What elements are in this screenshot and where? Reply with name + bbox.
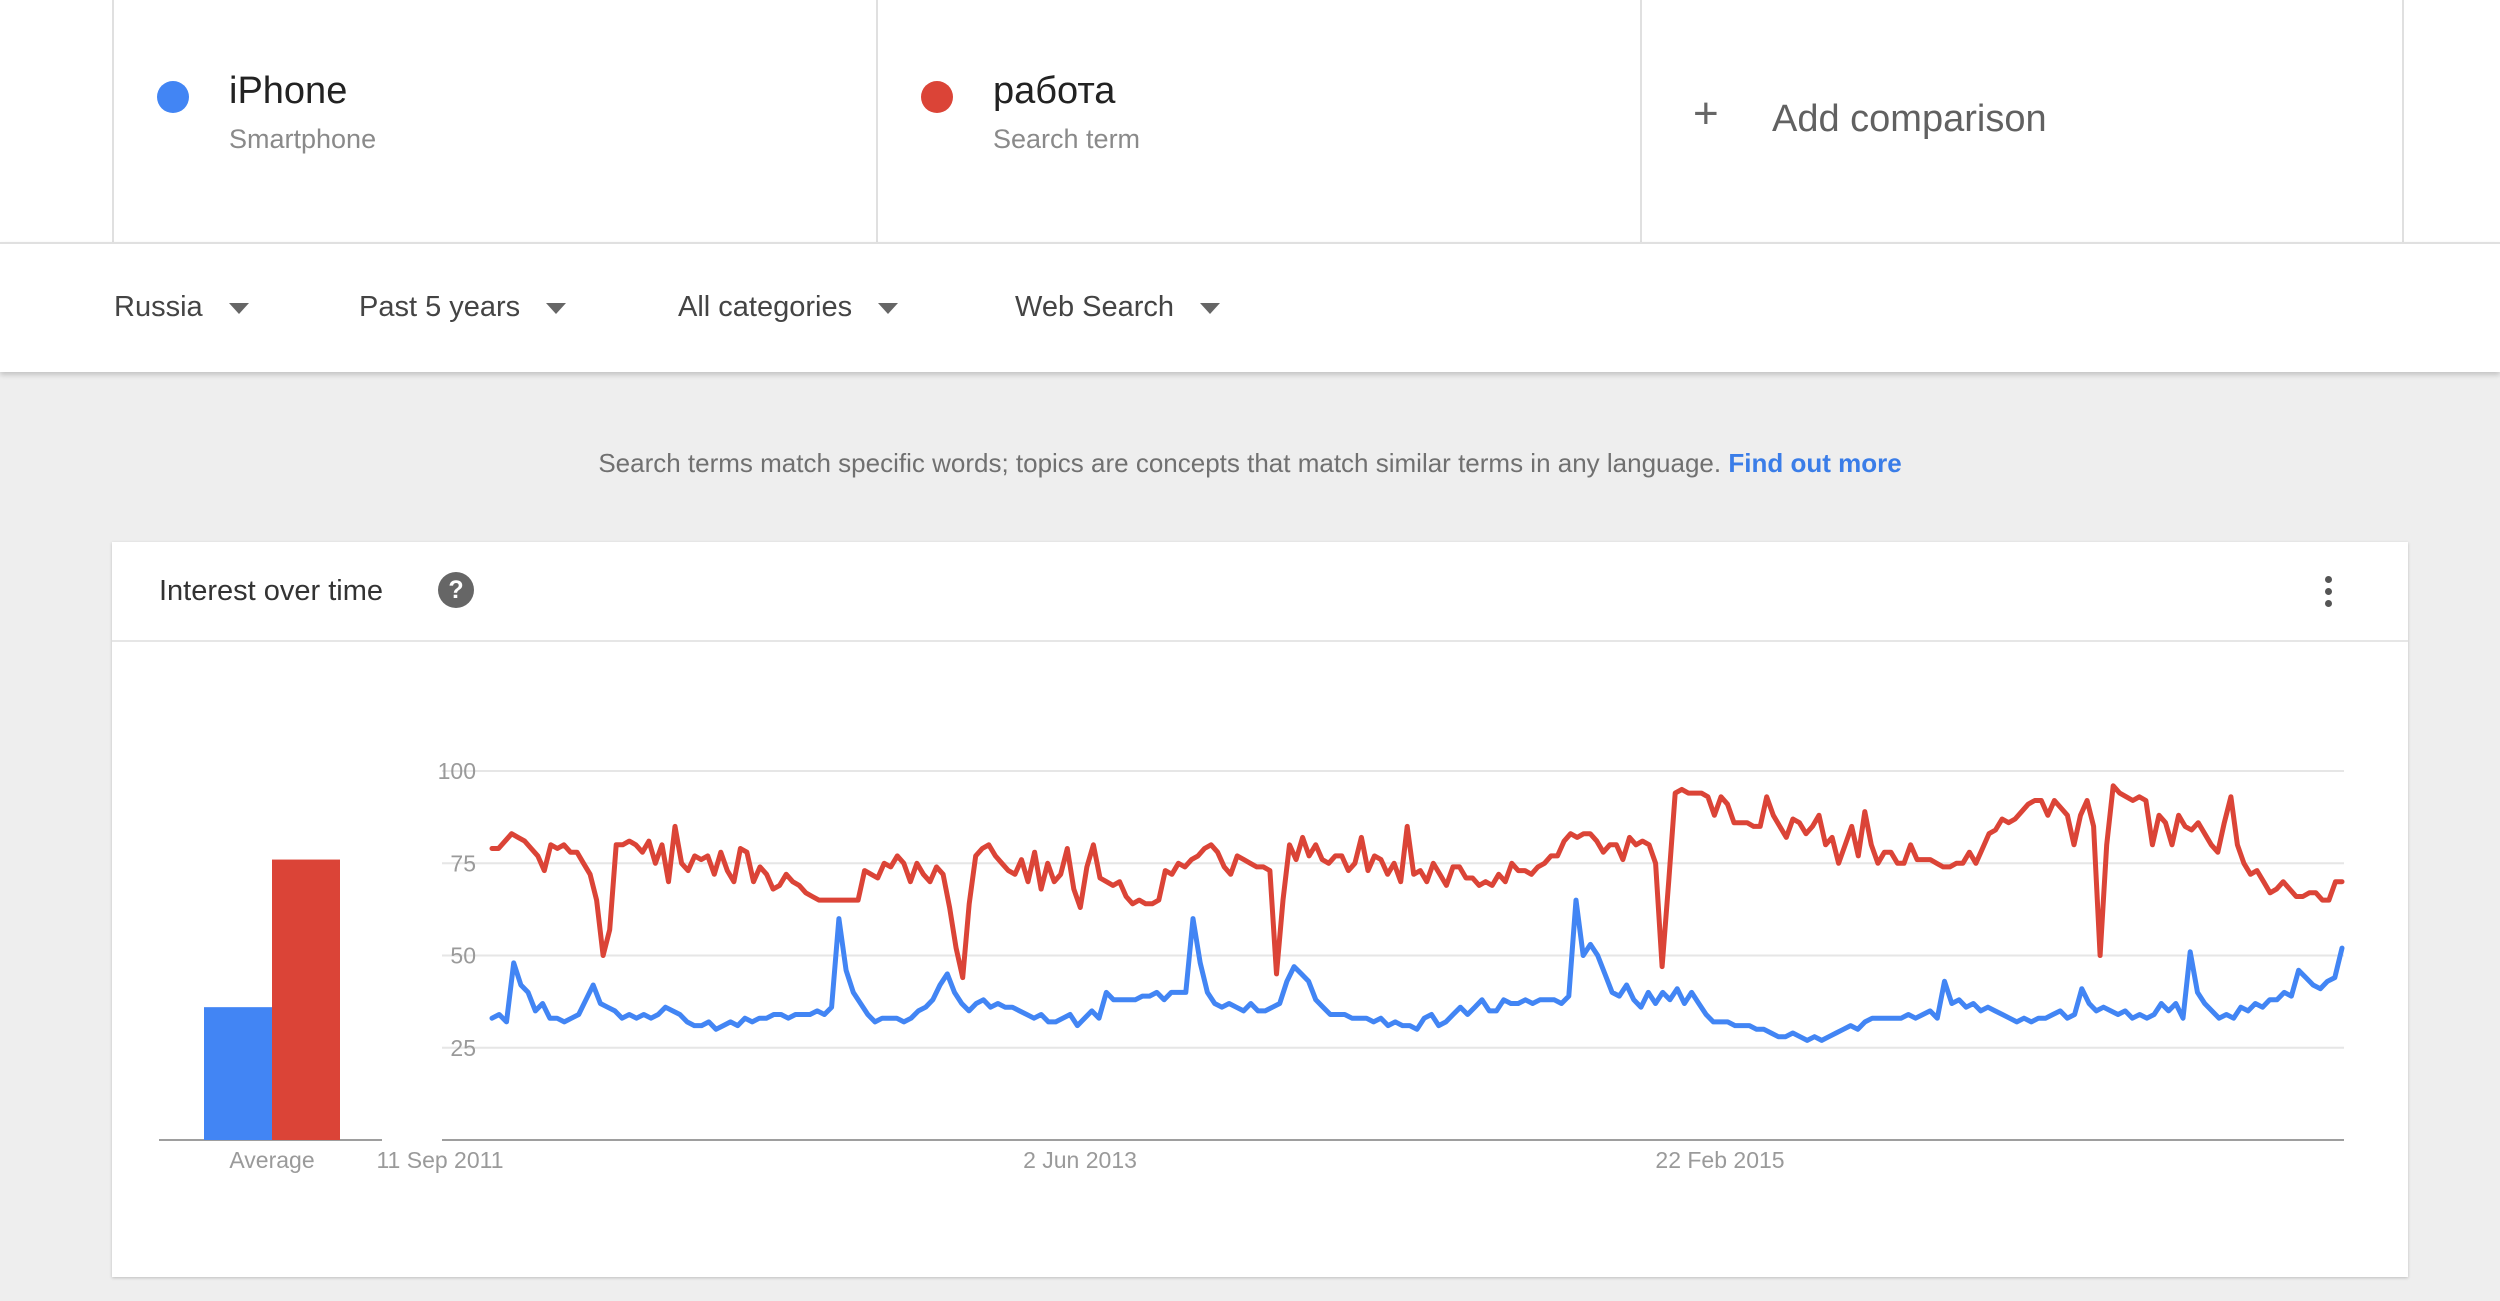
add-comparison-button[interactable]: + Add comparison: [1640, 0, 2404, 242]
notice-text: Search terms match specific words; topic…: [598, 448, 1722, 478]
dropdown-caret-icon: [228, 303, 249, 314]
average-label: Average: [229, 1147, 314, 1173]
add-comparison-label: Add comparison: [1772, 98, 2047, 140]
average-bar-iphone: [204, 1007, 272, 1140]
region-value: Russia: [114, 291, 203, 323]
more-vert-icon[interactable]: [2322, 576, 2334, 610]
interest-over-time-card: Interest over time ? 100 75 50 25 11 Sep 201…: [112, 542, 2408, 1277]
card-title: Interest over time: [159, 575, 384, 607]
dropdown-caret-icon: [878, 303, 899, 314]
term-type: Smartphone: [229, 124, 377, 154]
term-name[interactable]: iPhone: [229, 70, 348, 112]
y-tick-label: 25: [450, 1035, 476, 1061]
y-tick-label: 75: [450, 850, 476, 876]
series-color-dot: [157, 81, 189, 113]
series-color-dot: [921, 81, 953, 113]
dropdown-caret-icon: [1200, 303, 1221, 314]
search-type-dropdown[interactable]: Web Search: [1015, 291, 1221, 324]
interest-chart: 100 75 50 25 11 Sep 2011 2 Jun 2013 22 Feb 201…: [159, 758, 2345, 1173]
term-name[interactable]: работа: [993, 70, 1116, 112]
plus-icon: +: [1693, 89, 1719, 138]
time-range-dropdown[interactable]: Past 5 years: [359, 291, 567, 324]
region-dropdown[interactable]: Russia: [114, 291, 249, 324]
compare-bar: iPhone Smartphone работа Search term + A…: [0, 0, 2500, 242]
category-dropdown[interactable]: All categories: [678, 291, 899, 324]
y-tick-label: 50: [450, 943, 476, 969]
term-card-iphone[interactable]: iPhone Smartphone: [112, 0, 876, 242]
x-tick-label: 22 Feb 2015: [1655, 1147, 1784, 1173]
series-line-rabota: [489, 783, 2345, 981]
x-tick-label: 11 Sep 2011: [376, 1147, 503, 1173]
series-line-iphone: [489, 897, 2345, 1043]
filter-bar: Russia Past 5 years All categories Web S…: [0, 242, 2500, 372]
term-card-rabota[interactable]: работа Search term: [876, 0, 1640, 242]
search-type-value: Web Search: [1015, 291, 1175, 323]
y-tick-label: 100: [438, 758, 476, 784]
search-terms-notice: Search terms match specific words; topic…: [0, 448, 2500, 479]
help-icon[interactable]: ?: [438, 572, 474, 608]
x-tick-label: 2 Jun 2013: [1023, 1147, 1137, 1173]
term-type: Search term: [993, 124, 1141, 154]
find-out-more-link[interactable]: Find out more: [1728, 448, 1902, 478]
card-header: Interest over time ?: [112, 542, 2408, 642]
dropdown-caret-icon: [546, 303, 567, 314]
average-bar-rabota: [272, 859, 340, 1140]
time-range-value: Past 5 years: [359, 291, 521, 323]
category-value: All categories: [678, 291, 853, 323]
